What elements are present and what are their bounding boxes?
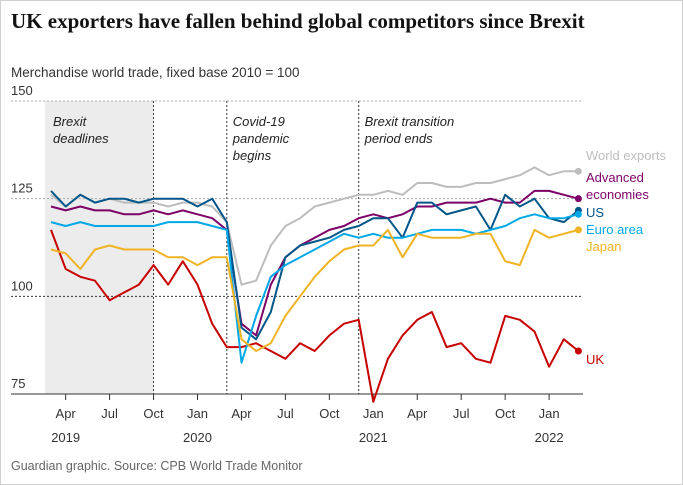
x-tick-label: Jul (101, 406, 118, 421)
end-dot (574, 210, 582, 218)
legend-label: US (586, 205, 605, 220)
x-tick-label: Jan (363, 406, 384, 421)
series-line (50, 228, 579, 352)
legend-label: World exports (586, 148, 666, 163)
legend-label: Advanced economies (586, 170, 649, 202)
chart-title: UK exporters have fallen behind global c… (11, 9, 585, 33)
series-line (50, 213, 579, 364)
x-year-label: 2019 (51, 430, 80, 445)
y-tick-label: 150 (11, 83, 33, 98)
end-dot (574, 195, 582, 203)
series-line (50, 229, 580, 403)
x-year-label: 2021 (359, 430, 388, 445)
annotation: Brexit transition period ends (364, 114, 455, 146)
subtitle: Merchandise world trade, fixed base 2010… (11, 65, 300, 80)
x-tick-label: Oct (143, 406, 164, 421)
x-tick-label: Oct (319, 406, 340, 421)
y-tick-label: 125 (11, 181, 33, 196)
y-tick-label: 75 (11, 376, 25, 391)
legend-label: Euro area (586, 222, 644, 237)
x-year-label: 2022 (535, 430, 564, 445)
annotation: Covid-19 pandemic begins (232, 114, 290, 163)
source: Guardian graphic. Source: CPB World Trad… (11, 459, 303, 473)
legend-label: Japan (586, 239, 622, 254)
x-tick-label: Apr (407, 406, 428, 421)
x-tick-label: Oct (495, 406, 516, 421)
annotation: Brexit deadlines (53, 114, 109, 146)
x-tick-label: Jan (539, 406, 560, 421)
end-dot (574, 226, 582, 234)
y-tick-label: 100 (11, 278, 33, 293)
legend-label: UK (586, 352, 605, 367)
x-tick-label: Jul (277, 406, 294, 421)
x-tick-label: Apr (56, 406, 77, 421)
x-tick-label: Apr (231, 406, 252, 421)
x-tick-label: Jul (453, 406, 470, 421)
end-dot (574, 347, 582, 355)
series-line (50, 189, 579, 337)
x-tick-label: Jan (187, 406, 208, 421)
x-year-label: 2020 (183, 430, 212, 445)
end-dot (574, 167, 582, 175)
